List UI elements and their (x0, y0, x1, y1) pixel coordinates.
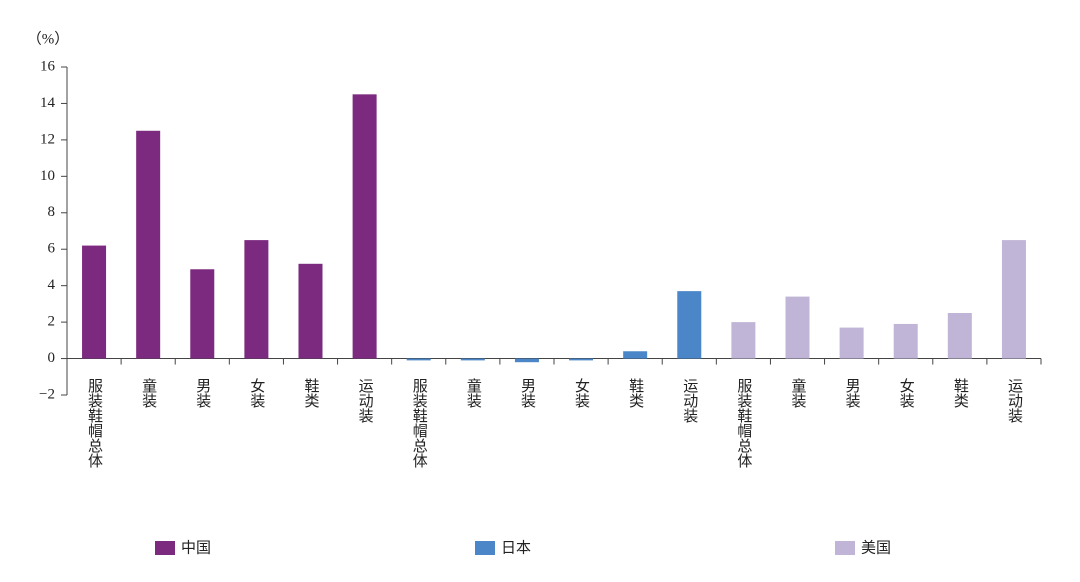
x-tick-label: 鞋类 (627, 378, 644, 408)
y-tick-label: 0 (48, 350, 56, 366)
legend-swatch (475, 541, 495, 555)
x-tick-label: 男装 (194, 378, 211, 408)
x-tick-label: 鞋类 (303, 378, 320, 408)
legend-label: 美国 (861, 539, 891, 556)
x-tick-label: 服装鞋帽总体 (411, 378, 428, 468)
x-tick-label: 鞋类 (952, 378, 969, 408)
bar (298, 263, 323, 359)
x-tick-label: 运动装 (681, 378, 698, 423)
bar (514, 358, 539, 363)
bar (82, 245, 107, 359)
bar (893, 323, 918, 359)
bar (785, 296, 810, 359)
bar (947, 313, 972, 359)
x-tick-label: 女装 (248, 377, 265, 408)
y-tick-label: 6 (48, 241, 56, 257)
bar (352, 94, 377, 359)
y-tick-label: 4 (48, 277, 56, 293)
x-tick-label: 服装鞋帽总体 (735, 378, 752, 468)
y-tick-label: 10 (40, 168, 55, 184)
x-tick-label: 男装 (519, 378, 536, 408)
bar (460, 358, 485, 361)
y-axis-label: （%） (27, 30, 70, 47)
bar (623, 351, 648, 359)
y-tick-label: 2 (48, 314, 56, 330)
legend-label: 中国 (181, 539, 211, 556)
x-tick-label: 运动装 (1006, 378, 1023, 423)
bar (731, 322, 756, 359)
x-tick-label: 女装 (898, 377, 915, 408)
y-tick-label: 8 (48, 204, 56, 220)
bar (244, 240, 269, 359)
y-tick-label: −2 (39, 386, 55, 402)
x-tick-label: 童装 (140, 377, 157, 408)
y-tick-label: 16 (40, 58, 56, 74)
y-tick-label: 12 (40, 131, 55, 147)
bar (1001, 240, 1026, 359)
legend-swatch (155, 541, 175, 555)
bar (406, 358, 431, 361)
x-tick-label: 童装 (790, 377, 807, 408)
x-tick-label: 运动装 (357, 378, 374, 423)
x-tick-label: 男装 (844, 378, 861, 408)
x-tick-label: 女装 (573, 377, 590, 408)
x-tick-label: 服装鞋帽总体 (86, 378, 103, 468)
legend-label: 日本 (501, 539, 531, 556)
legend-swatch (835, 541, 855, 555)
bar (190, 269, 215, 359)
bar (136, 130, 161, 359)
bar (839, 327, 864, 359)
x-tick-label: 童装 (465, 377, 482, 408)
bar (677, 291, 702, 359)
bar (569, 358, 594, 361)
y-tick-label: 14 (40, 95, 56, 111)
